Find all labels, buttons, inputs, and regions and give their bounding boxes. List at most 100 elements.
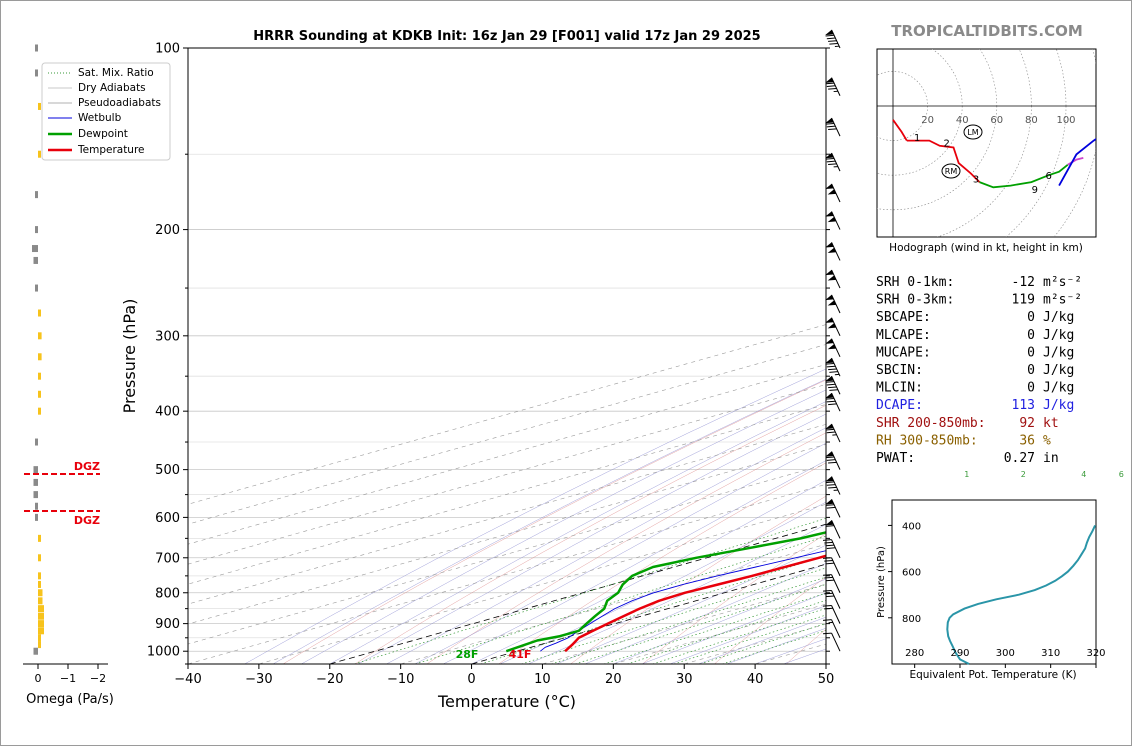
y-tick-label: 300 <box>155 329 180 344</box>
hodograph-height-label: 1 <box>914 133 920 144</box>
wind-barb <box>825 77 841 96</box>
mixing-ratio-label: 4 <box>1081 470 1086 479</box>
parameter-unit: J/kg <box>1043 310 1074 325</box>
barb-full <box>826 125 836 128</box>
barb-full <box>826 365 836 368</box>
right-mover-marker: RM <box>941 163 961 179</box>
barb-staff <box>831 29 841 49</box>
parameter-unit: m²s⁻² <box>1043 275 1082 290</box>
parameter-unit: in <box>1043 451 1059 466</box>
parameter-value: 0 <box>1027 345 1035 360</box>
barb-full <box>824 576 833 579</box>
y-tick-label: 800 <box>155 586 180 601</box>
hodograph-trace <box>892 119 1096 189</box>
omega-panel: 0 −1 −2 DGZ DGZ Omega (Pa/s) <box>23 44 114 707</box>
x-tick-label: 50 <box>818 672 835 687</box>
parameter-label: SBCAPE: <box>876 310 931 325</box>
barb-full <box>825 595 835 598</box>
hodograph-height-label: 9 <box>1032 185 1038 196</box>
y-tick-label: 400 <box>155 405 180 420</box>
hodograph-frame <box>876 48 1097 238</box>
wind-barb <box>825 29 841 49</box>
y-tick-label: 1000 <box>147 645 180 660</box>
parameter-label: DCAPE: <box>876 398 923 413</box>
barb-half <box>833 166 838 168</box>
omega-bar <box>38 554 41 562</box>
theta-e-x-tick-label: 290 <box>950 648 969 659</box>
omega-bar <box>33 256 38 264</box>
parameter-label: SHR 200-850mb: <box>876 416 986 431</box>
barb-staff <box>831 338 841 357</box>
pseudoadiabat <box>528 524 826 664</box>
parameter-value: 119 <box>1012 293 1035 308</box>
hodograph: 20 40 60 80 100 1 2 3 69 LM RM Hodograph (wind … <box>876 48 1097 254</box>
parameter-label: SBCIN: <box>876 363 923 378</box>
parameter-row: SBCIN: 0 J/kg <box>876 363 1074 378</box>
surface-dewpoint-label: 28F <box>456 648 479 661</box>
x-tick-label: 40 <box>747 672 764 687</box>
surface-temp-label: 41F <box>509 648 532 661</box>
parameter-row: SHR 200-850mb: 92 kt <box>876 416 1059 431</box>
wind-barb <box>822 619 841 638</box>
omega-tick-label: 0 <box>35 672 42 685</box>
barb-pennant <box>827 189 837 195</box>
hodograph-height-labels: 1 2 3 69 <box>914 133 1052 196</box>
skewt-y-label: Pressure (hPa) <box>120 299 139 414</box>
site-brand[interactable]: TROPICALTIDBITS.COM <box>891 22 1083 40</box>
theta-e-y-tick-label: 400 <box>902 521 921 532</box>
parameter-unit: J/kg <box>1043 363 1074 378</box>
omega-bar <box>33 647 38 655</box>
barb-half <box>828 621 833 624</box>
barb-pennant <box>825 423 834 430</box>
barb-full <box>824 559 833 562</box>
hodograph-caption: Hodograph (wind in kt, height in km) <box>889 242 1083 254</box>
pseudoadiabat <box>698 616 826 664</box>
theta-e-x-tick-label: 300 <box>996 648 1015 659</box>
isobar-grid <box>188 48 826 664</box>
omega-bar <box>35 226 38 234</box>
theta-e-line <box>946 524 1097 665</box>
barb-staff <box>831 183 841 203</box>
barb-full <box>828 128 837 131</box>
barb-pennant <box>825 211 834 217</box>
hodograph-ring-labels: 20 40 60 80 100 <box>921 115 1075 126</box>
barb-full <box>828 486 837 489</box>
wind-barb <box>822 557 841 577</box>
parameter-label: RH 300-850mb: <box>876 433 978 448</box>
pseudoadiabat <box>301 389 826 664</box>
barb-full <box>826 431 836 434</box>
parameter-value: 0.27 <box>1004 451 1035 466</box>
parameter-value: -12 <box>1012 275 1035 290</box>
theta-e-x-label: Equivalent Pot. Temperature (K) <box>909 669 1076 681</box>
mixing-ratio-lines <box>354 517 826 664</box>
barb-pennant <box>827 216 837 223</box>
wind-barb <box>825 392 841 412</box>
wind-barb <box>822 632 841 652</box>
omega-bar <box>38 534 41 542</box>
parameter-value: 0 <box>1027 363 1035 378</box>
hodograph-segment <box>892 119 908 142</box>
mixing-ratio-labels: 1246810131620243036 <box>964 470 1124 479</box>
parameter-value: 0 <box>1027 310 1035 325</box>
lm-label: LM <box>967 128 978 137</box>
sounding-traces <box>505 531 826 653</box>
wind-barb <box>825 152 841 172</box>
skewt-axes-frame <box>187 47 827 665</box>
isotherm <box>258 503 826 664</box>
barb-full <box>826 459 836 461</box>
y-tick-label: 900 <box>155 617 180 632</box>
parameter-label: SRH 0-1km: <box>876 275 954 290</box>
barb-full <box>828 461 837 464</box>
omega-bar <box>38 150 41 158</box>
barb-full <box>825 363 835 365</box>
x-tick-label: −40 <box>174 672 201 687</box>
theta-e-plot: 280 290 300 310 320 400 600 800 Equivalent Pot.… <box>876 499 1106 681</box>
pseudoadiabat <box>641 592 826 664</box>
theta-e-y-tick-label: 600 <box>902 568 921 579</box>
barb-full <box>822 604 832 607</box>
hodograph-height-label: 3 <box>973 175 979 186</box>
barb-staff <box>831 557 841 577</box>
barb-pennant <box>827 300 837 306</box>
barb-staff <box>831 539 841 558</box>
barb-full <box>826 37 836 40</box>
